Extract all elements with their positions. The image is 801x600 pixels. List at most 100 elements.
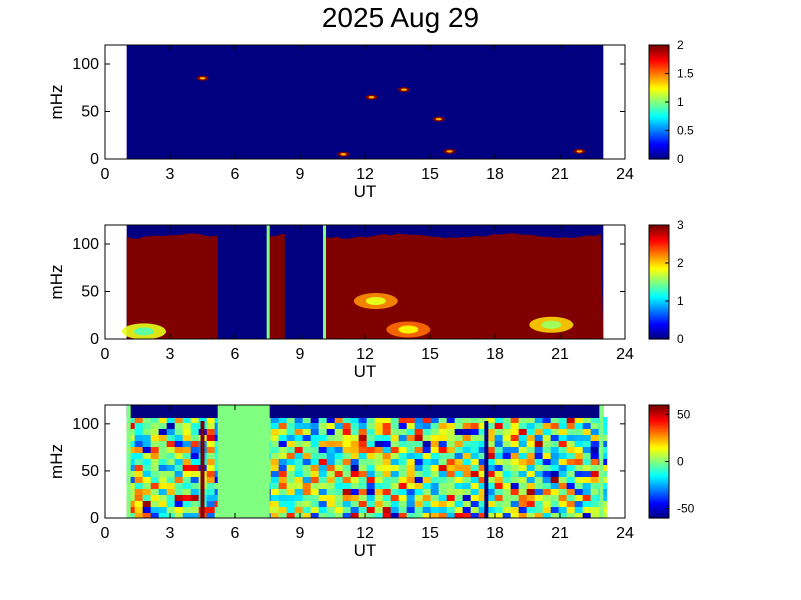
heatmap-cell bbox=[470, 441, 480, 448]
heatmap-cell bbox=[398, 435, 408, 442]
heatmap-cell bbox=[382, 513, 392, 518]
heatmap-cell bbox=[414, 465, 424, 472]
heatmap-cell bbox=[414, 495, 424, 502]
heatmap-cell bbox=[510, 501, 520, 508]
heatmap-cell bbox=[422, 507, 432, 514]
heatmap-cell bbox=[366, 459, 376, 466]
colorbar-segment bbox=[649, 150, 669, 153]
heatmap-cell bbox=[414, 489, 424, 496]
heatmap-cell bbox=[590, 477, 600, 484]
heatmap-cell bbox=[550, 435, 560, 442]
heatmap-cell bbox=[150, 477, 160, 484]
heatmap-cell bbox=[438, 429, 448, 436]
colorbar-segment bbox=[649, 433, 669, 436]
heatmap-cell bbox=[334, 465, 344, 472]
heatmap-cell bbox=[390, 483, 400, 490]
heatmap-cell bbox=[342, 477, 352, 484]
heatmap-cell bbox=[462, 465, 472, 472]
heatmap-cell bbox=[534, 501, 544, 508]
heatmap-cell bbox=[190, 477, 200, 484]
heatmap-cell bbox=[574, 507, 584, 514]
heatmap-cell bbox=[390, 477, 400, 484]
heatmap-cell bbox=[150, 471, 160, 478]
heatmap-cell bbox=[470, 447, 480, 454]
heatmap-cell bbox=[462, 423, 472, 430]
heatmap-cell bbox=[566, 489, 576, 496]
colorbar-segment bbox=[649, 157, 669, 160]
heatmap-cell bbox=[478, 483, 488, 490]
heatmap-cell bbox=[374, 429, 384, 436]
heatmap-cell bbox=[382, 441, 392, 448]
colorbar-segment bbox=[649, 77, 669, 80]
heatmap-cell bbox=[518, 495, 528, 502]
heatmap-cell bbox=[174, 417, 184, 424]
heatmap-gap-edge bbox=[266, 225, 270, 339]
colorbar-segment bbox=[649, 470, 669, 473]
colorbar-segment bbox=[649, 68, 669, 71]
heatmap-cell bbox=[294, 441, 304, 448]
heatmap-cell bbox=[150, 423, 160, 430]
x-axis-label: UT bbox=[354, 541, 377, 560]
heatmap-cell bbox=[590, 483, 600, 490]
heatmap-cell bbox=[526, 465, 536, 472]
colorbar-segment bbox=[649, 331, 669, 335]
heatmap-cell bbox=[134, 477, 144, 484]
heatmap-cell bbox=[158, 435, 168, 442]
heatmap-cell bbox=[510, 477, 520, 484]
heatmap-cell bbox=[550, 495, 560, 502]
colorbar-segment bbox=[649, 82, 669, 85]
heatmap-cell bbox=[510, 441, 520, 448]
heatmap-cell bbox=[422, 477, 432, 484]
heatmap-cell bbox=[374, 453, 384, 460]
heatmap-cell bbox=[486, 417, 496, 424]
heatmap-cell bbox=[558, 441, 568, 448]
heatmap-cell bbox=[142, 477, 152, 484]
colorbar-segment bbox=[649, 516, 669, 519]
colorbar-segment bbox=[649, 235, 669, 239]
colorbar-segment bbox=[649, 153, 669, 157]
heatmap-cell bbox=[414, 435, 424, 442]
heatmap-cell bbox=[566, 453, 576, 460]
heatmap-cell bbox=[550, 441, 560, 448]
heatmap-cell bbox=[566, 465, 576, 472]
heatmap-cell bbox=[486, 423, 496, 430]
colorbar-segment bbox=[649, 271, 669, 274]
colorbar-segment bbox=[649, 61, 669, 64]
heatmap-cell bbox=[430, 477, 440, 484]
heatmap-cell bbox=[318, 471, 328, 478]
colorbar: 0 1 2 3 bbox=[648, 218, 684, 346]
heatmap-cell bbox=[430, 453, 440, 460]
heatmap-cell bbox=[182, 489, 192, 496]
x-tick-label: 21 bbox=[551, 346, 569, 363]
heatmap-cell bbox=[574, 441, 584, 448]
heatmap-cell bbox=[190, 471, 200, 478]
heatmap-cell bbox=[302, 429, 312, 436]
heatmap-cell bbox=[566, 513, 576, 518]
heatmap-cell bbox=[358, 429, 368, 436]
heatmap-cell bbox=[126, 477, 136, 484]
heatmap-cell bbox=[438, 447, 448, 454]
heatmap-cell bbox=[446, 513, 456, 518]
heatmap-cell bbox=[358, 507, 368, 514]
x-tick-label: 15 bbox=[421, 346, 439, 363]
heatmap-cell bbox=[326, 465, 336, 472]
heatmap-cell bbox=[438, 489, 448, 496]
heatmap-cell bbox=[470, 435, 480, 442]
heatmap-cell bbox=[526, 507, 536, 514]
heatmap-cell bbox=[542, 507, 552, 514]
heatmap-cell bbox=[406, 435, 416, 442]
heatmap-cell bbox=[542, 459, 552, 466]
heatmap-cell bbox=[398, 453, 408, 460]
heatmap-cell bbox=[150, 465, 160, 472]
heatmap-cell bbox=[302, 453, 312, 460]
heatmap-cell bbox=[446, 507, 456, 514]
heatmap-cell bbox=[382, 507, 392, 514]
colorbar-segment bbox=[649, 406, 669, 410]
heatmap-cell bbox=[390, 435, 400, 442]
heatmap-cell bbox=[582, 495, 592, 502]
heatmap-cell bbox=[462, 447, 472, 454]
heatmap-cell bbox=[542, 465, 552, 472]
heatmap-cell bbox=[574, 417, 584, 424]
heatmap-cell bbox=[438, 477, 448, 484]
heatmap-cell bbox=[510, 459, 520, 466]
